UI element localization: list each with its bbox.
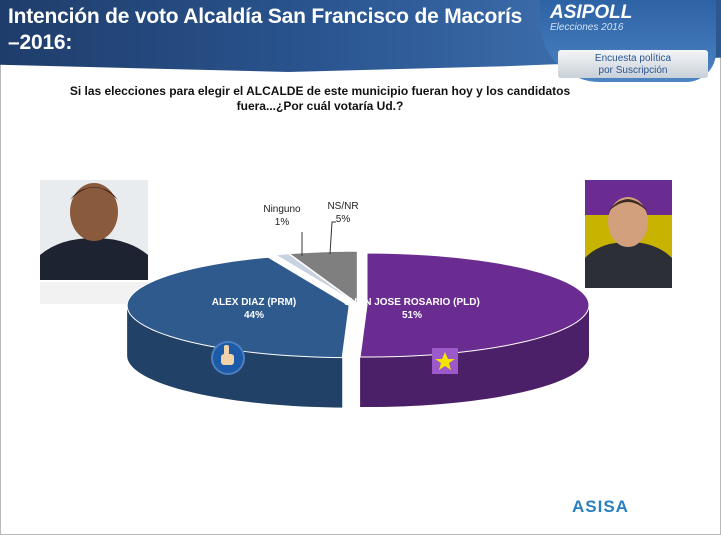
data-label-value-1: 44%: [244, 310, 264, 321]
data-label-name-0: JUAN JOSE ROSARIO (PLD): [344, 297, 480, 308]
logo-box-line-2: por Suscripción: [598, 65, 668, 76]
logo-subtitle: Elecciones 2016: [550, 22, 624, 33]
survey-question: Si las elecciones para elegir el ALCALDE…: [40, 84, 600, 114]
page-title: Intención de voto Alcaldía San Francisco…: [8, 4, 522, 56]
photo-alex-diaz: [40, 180, 148, 304]
data-label-value-2: 1%: [275, 217, 290, 228]
ballot-box: Encuesta política por Suscripción: [558, 50, 708, 78]
data-label-value-3: 5%: [336, 214, 351, 225]
title-line-2: –2016:: [8, 31, 73, 54]
question-line-2: fuera...¿Por cuál votaría Ud.?: [236, 99, 404, 113]
pie-slice-3: [287, 250, 358, 305]
asisa-logo: ASISA: [572, 497, 629, 516]
pie-side-0: [360, 305, 589, 408]
data-label-name-3: NS/NR: [327, 201, 358, 212]
pie-slice-1: [126, 256, 350, 359]
data-label-name-1: ALEX DIAZ (PRM): [212, 297, 296, 308]
pld-star-icon: [432, 348, 458, 374]
pie-slice-2: [273, 253, 357, 304]
logo-box-line-1: Encuesta política: [594, 53, 672, 64]
asipoll-logo: ASIPOLL Elecciones 2016 Encuesta polític…: [540, 0, 716, 82]
pie-slice-0: [359, 252, 590, 358]
photo-juan-jose-rosario: [585, 180, 672, 288]
question-line-1: Si las elecciones para elegir el ALCALDE…: [69, 84, 571, 98]
title-line-1: Intención de voto Alcaldía San Francisco…: [8, 5, 523, 28]
data-label-name-2: Ninguno: [263, 204, 301, 215]
data-label-value-0: 51%: [402, 310, 422, 321]
logo-brand: ASIPOLL: [550, 2, 633, 23]
thumbs-up-icon: [211, 341, 245, 375]
leader-line-nsnr: [329, 221, 336, 255]
